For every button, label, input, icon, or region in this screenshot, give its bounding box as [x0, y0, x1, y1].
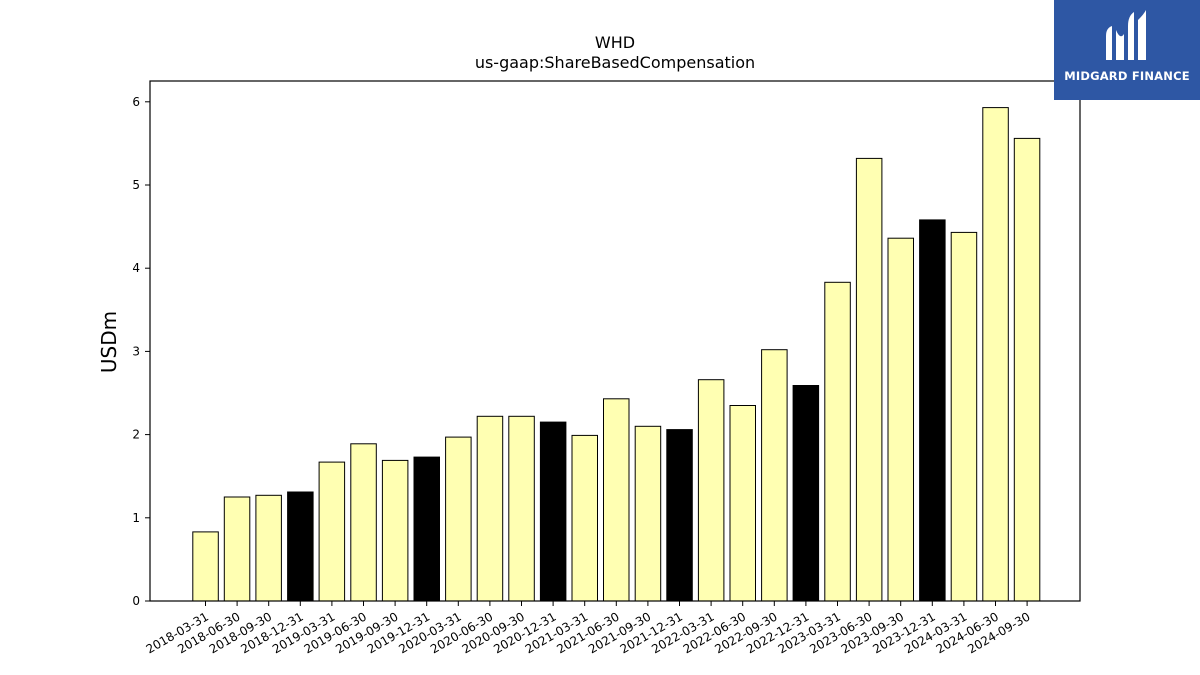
bar	[476, 415, 504, 602]
bar	[824, 281, 851, 602]
brand-name: MIDGARD FINANCE	[1064, 69, 1190, 83]
brand-logo: MIDGARD FINANCE	[1054, 0, 1200, 100]
bar	[1013, 137, 1041, 602]
bar	[792, 385, 820, 602]
bar	[919, 219, 946, 602]
bar	[887, 237, 914, 602]
bar	[192, 531, 219, 602]
bars-group	[192, 107, 1041, 602]
axes-group	[149, 80, 1081, 602]
y-tick-label: 3	[132, 344, 140, 358]
bar	[729, 405, 756, 602]
bar	[697, 379, 725, 602]
bar	[571, 434, 598, 602]
y-ticks-group: 0 1 2 3 4 5 6	[132, 95, 150, 608]
bar	[761, 349, 788, 602]
bar	[982, 107, 1009, 602]
bar	[255, 494, 282, 602]
bar	[413, 456, 440, 602]
bar	[855, 157, 883, 602]
y-tick-label: 4	[132, 261, 140, 275]
bar	[666, 429, 693, 602]
y-tick-label: 1	[132, 511, 140, 525]
chart-subtitle: us-gaap:ShareBasedCompensation	[475, 53, 755, 72]
plot-frame	[149, 80, 1081, 602]
x-ticks-group: 2018-03-312018-06-302018-09-302018-12-31…	[144, 601, 1033, 656]
bar	[381, 459, 409, 602]
chart-title: WHD	[595, 33, 635, 52]
bar	[508, 415, 535, 602]
y-tick-label: 2	[132, 428, 140, 442]
y-tick-label: 5	[132, 178, 140, 192]
bar	[445, 436, 472, 602]
y-tick-label: 0	[132, 594, 140, 608]
bar	[539, 421, 567, 602]
bar	[603, 398, 630, 602]
bar	[350, 443, 377, 602]
brand-mark-icon	[1106, 10, 1146, 60]
bar	[634, 425, 662, 602]
bar	[223, 496, 251, 602]
bar	[318, 461, 346, 602]
bar	[950, 231, 978, 602]
bar	[287, 491, 314, 602]
y-tick-label: 6	[132, 95, 140, 109]
y-axis-label: USDm	[97, 311, 121, 373]
